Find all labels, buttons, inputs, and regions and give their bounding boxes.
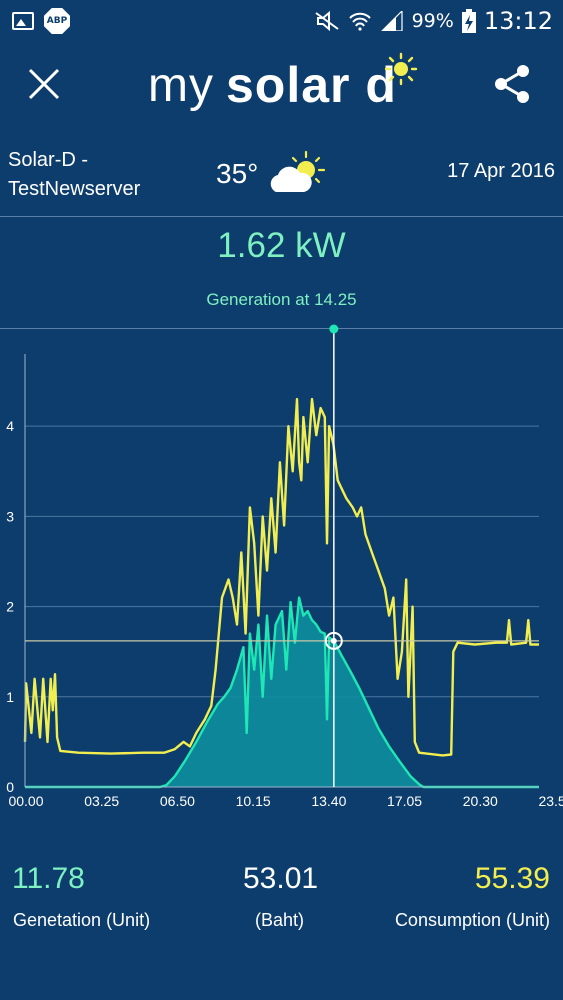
y-tick-label: 2 [6, 599, 14, 615]
generation-area [25, 597, 539, 787]
baht-total-value: 53.01 [243, 862, 319, 895]
sun-logo-icon [384, 52, 418, 86]
site-name-line2: TestNewserver [8, 178, 141, 200]
site-name: Solar-D - TestNewserver [8, 146, 140, 204]
cursor-point [330, 637, 337, 644]
logo-my: my [148, 59, 214, 112]
generation-total-value: 11.78 [12, 862, 85, 895]
y-tick-label: 3 [6, 508, 14, 524]
x-tick-label: 17.05 [387, 793, 422, 809]
x-tick-label: 23.55 [538, 793, 563, 809]
x-tick-label: 10.15 [236, 793, 271, 809]
battery-percent: 99% [411, 10, 454, 32]
close-icon[interactable] [22, 62, 66, 106]
y-tick-label: 1 [6, 689, 14, 705]
x-tick-label: 00.00 [8, 793, 43, 809]
partly-sunny-icon [270, 150, 326, 192]
y-tick-label: 4 [6, 418, 14, 434]
consumption-total-label: Consumption (Unit) [394, 910, 550, 930]
x-tick-label: 13.40 [311, 793, 346, 809]
divider-chart [0, 328, 563, 329]
report-date: 17 Apr 2016 [447, 160, 555, 182]
x-tick-label: 03.25 [84, 793, 119, 809]
totals-row: 11.78 Genetation (Unit) 53.01 (Baht) 55.… [0, 860, 563, 940]
energy-chart[interactable]: 0 1 2 3 4 00.00 03.25 06.50 10.15 13.40 17.05 20.30… [0, 320, 563, 820]
status-bar: ABP 99% 13:12 [0, 0, 563, 42]
divider-top [0, 216, 563, 217]
adblock-icon: ABP [44, 8, 70, 34]
consumption-series-line [23, 397, 539, 757]
share-icon[interactable] [491, 62, 535, 106]
signal-icon [380, 11, 403, 31]
generation-time-label: Generation at 14.25 [206, 290, 357, 309]
consumption-total-value: 55.39 [474, 862, 550, 895]
battery-charging-icon [461, 9, 476, 33]
baht-total-label: (Baht) [255, 910, 305, 930]
clock: 13:12 [483, 7, 553, 35]
generation-series-line [25, 596, 539, 789]
logo-solar: solar d [226, 57, 397, 113]
generation-total-label: Genetation (Unit) [13, 910, 151, 930]
cursor-point-ring [324, 631, 343, 650]
y-tick-label: 0 [6, 779, 14, 795]
temperature: 35° [216, 158, 259, 189]
mute-icon [315, 11, 339, 31]
site-info-row: Solar-D - TestNewserver 35° 17 Apr 2016 [0, 128, 563, 216]
app-logo: my solar d [148, 44, 428, 124]
cursor-handle[interactable] [329, 324, 339, 334]
x-tick-label: 20.30 [463, 793, 498, 809]
site-name-line1: Solar-D - [8, 149, 89, 171]
x-tick-label: 06.50 [160, 793, 195, 809]
image-icon [12, 12, 34, 30]
current-power: 1.62 kW [217, 226, 346, 265]
wifi-icon [348, 12, 371, 31]
app-header: my solar d [0, 42, 563, 128]
